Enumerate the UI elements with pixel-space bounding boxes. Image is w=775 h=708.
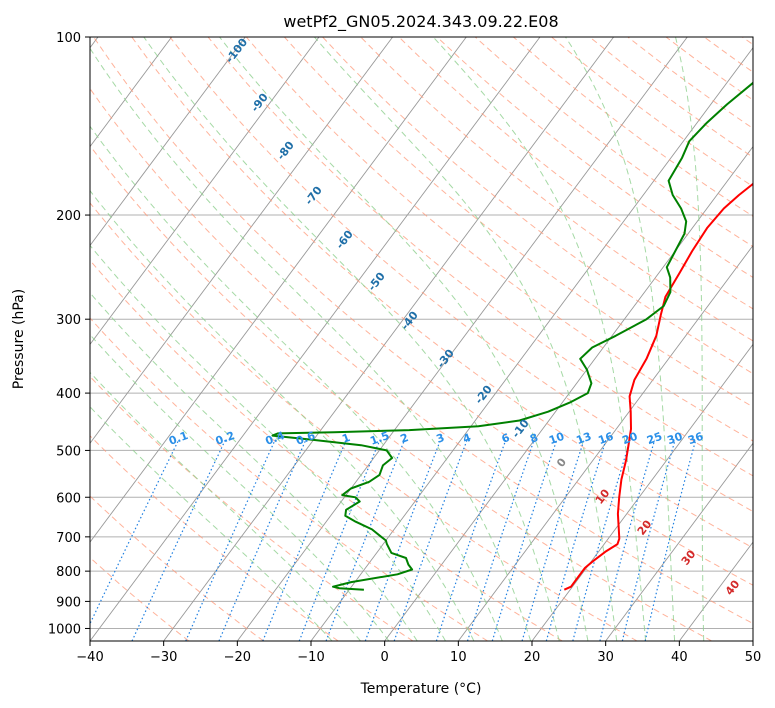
y-tick-label: 800: [56, 565, 81, 580]
dewpoint-profile-line: [271, 81, 753, 591]
x-tick-label: −30: [150, 650, 177, 665]
chart-title: wetPf2_GN05.2024.343.09.22.E08: [283, 12, 558, 32]
mixing-ratio-label: 30: [666, 430, 685, 448]
moist-adiabat-line: [432, 37, 647, 641]
y-tick-label: 1000: [48, 622, 81, 637]
dry-adiabat-line: [90, 259, 563, 641]
x-tick-label: −20: [224, 650, 251, 665]
temperature-profile-line: [563, 182, 753, 591]
mixing-ratio-label: 4: [461, 431, 473, 446]
y-tick-label: 300: [56, 313, 81, 328]
mixing-ratio-label: 36: [686, 430, 705, 448]
moist-adiabat-line: [90, 292, 418, 641]
mixing-ratio-label: 25: [645, 430, 664, 447]
isotherm-line: [236, 37, 688, 641]
y-tick-label: 500: [56, 444, 81, 459]
x-tick-label: 10: [450, 650, 467, 665]
mixing-ratio-label: 20: [621, 430, 640, 448]
isotherm-line: [457, 244, 753, 641]
y-tick-label: 200: [56, 209, 81, 224]
isotherm-line: [90, 37, 467, 543]
y-tick-label: 700: [56, 531, 81, 546]
dry-adiabat-line: [90, 87, 753, 625]
moist-adiabat-line: [314, 37, 618, 641]
x-tick-label: 0: [381, 650, 389, 665]
x-tick-label: 20: [524, 650, 541, 665]
dry-adiabat-line: [131, 37, 753, 549]
isotherm-line: [90, 37, 541, 641]
isotherm-line: [90, 37, 394, 444]
dry-adiabat-line: [169, 37, 753, 513]
mixing-ratio-label: 1: [340, 431, 352, 446]
mixing-ratio-label: 0.6: [294, 429, 317, 448]
x-tick-label: −40: [76, 650, 103, 665]
dry-adiabat-line: [90, 144, 712, 641]
mixing-ratio-label: 2: [399, 431, 411, 446]
mixing-ratio-line: [521, 439, 585, 641]
moist-adiabat-line: [90, 47, 532, 641]
y-tick-label: 100: [56, 31, 81, 46]
isotherm-line: [90, 37, 173, 148]
x-tick-label: 30: [597, 650, 614, 665]
moist-adiabat-line: [90, 125, 503, 641]
moist-adiabat-line: [219, 37, 589, 641]
x-axis-label: Temperature (°C): [360, 681, 482, 697]
dry-adiabat-line: [398, 37, 753, 310]
isotherm-line: [163, 37, 615, 641]
mixing-ratio-label: 0.4: [264, 429, 287, 448]
y-axis-label: Pressure (hPa): [11, 289, 27, 389]
mixing-ratio-label: 16: [596, 430, 615, 448]
moist-adiabat-line: [90, 333, 390, 641]
mixing-ratio-label: 10: [547, 430, 566, 448]
y-tick-label: 600: [56, 491, 81, 506]
isotherm-line: [90, 37, 246, 247]
mixing-ratio-line: [545, 439, 607, 641]
moist-adiabat-line: [90, 406, 333, 641]
mixing-ratio-line: [491, 439, 558, 641]
x-tick-label: 40: [671, 650, 688, 665]
isotherm-line: [531, 343, 753, 641]
dry-adiabat-line: [93, 37, 753, 586]
mixing-ratio-label: 0.1: [167, 429, 190, 448]
mixing-ratio-label: 1.5: [368, 429, 391, 448]
dry-adiabat-line: [207, 37, 753, 477]
moist-adiabat-line: [675, 37, 705, 641]
dry-adiabat-line: [90, 202, 638, 641]
isotherm-line: [605, 442, 753, 641]
mixing-ratio-line: [393, 439, 468, 641]
moist-adiabat-line: [565, 37, 676, 641]
mixing-ratio-label: 3: [435, 431, 447, 446]
mixing-ratio-label: 8: [528, 431, 540, 446]
axes: −40 −30 −20 −10 0 10 20 30 40 5010020030040050060…: [48, 31, 761, 665]
mixing-ratio-line: [599, 439, 656, 641]
plot-frame: [89, 36, 754, 642]
mixing-ratio-label: 13: [574, 430, 593, 447]
dry-adiabat-line: [90, 375, 414, 641]
mixing-ratio-line: [364, 439, 442, 641]
mixing-ratio-line: [621, 439, 676, 641]
y-tick-label: 400: [56, 387, 81, 402]
dry-adiabat-line: [360, 37, 753, 342]
mixing-ratio-line: [218, 439, 307, 641]
mixing-ratio-label: 6: [500, 431, 512, 446]
mixing-ratio-label: 0.2: [214, 429, 237, 448]
sounding-lines: [271, 81, 753, 591]
y-tick-label: 900: [56, 595, 81, 610]
moist-adiabat-line: [143, 37, 560, 641]
x-tick-label: −10: [297, 650, 324, 665]
x-tick-label: 50: [745, 650, 762, 665]
mixing-ratio-line: [185, 439, 276, 641]
mixing-ratio-line: [644, 439, 697, 641]
mixing-ratio-line: [466, 439, 535, 641]
